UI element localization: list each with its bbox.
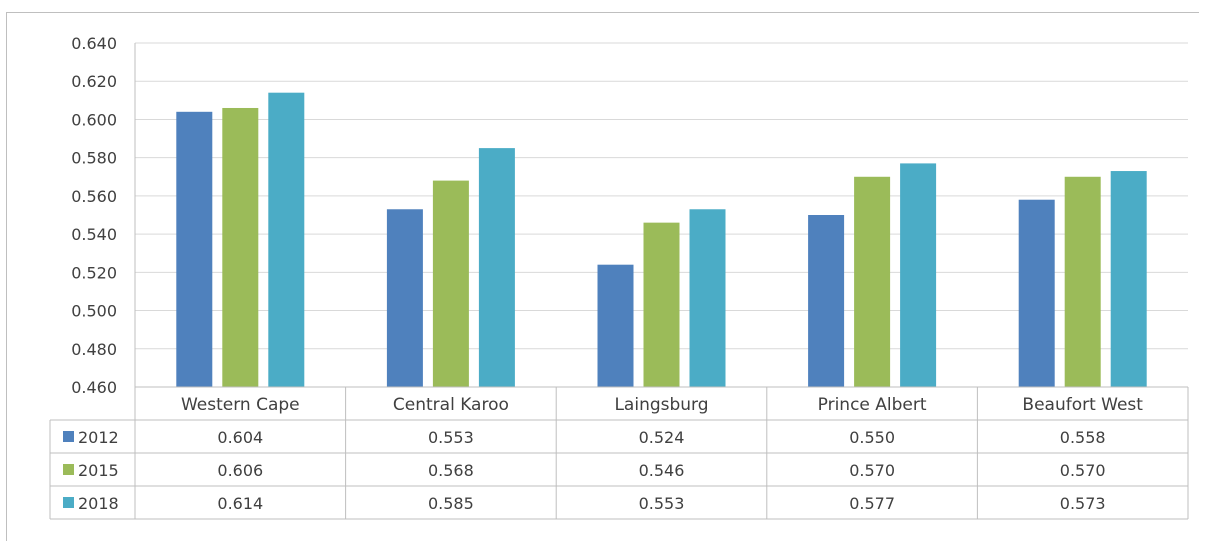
table-cell: 0.570 bbox=[849, 461, 895, 480]
bar-2015-4 bbox=[1064, 176, 1101, 387]
bar-2018-4 bbox=[1110, 171, 1147, 387]
table-cell: 0.524 bbox=[639, 428, 685, 447]
bar-2018-2 bbox=[689, 209, 726, 387]
table-cell: 0.570 bbox=[1060, 461, 1106, 480]
bar-2018-0 bbox=[268, 92, 305, 387]
table-cell: 0.553 bbox=[428, 428, 474, 447]
table-cell: 0.568 bbox=[428, 461, 474, 480]
table-cell: 0.546 bbox=[639, 461, 685, 480]
y-tick-label: 0.500 bbox=[71, 302, 117, 321]
table-cell: 0.585 bbox=[428, 494, 474, 513]
y-tick-label: 0.520 bbox=[71, 263, 117, 282]
legend-label: 2015 bbox=[78, 461, 119, 480]
bar-2015-3 bbox=[854, 176, 891, 387]
bar-2018-1 bbox=[478, 148, 515, 387]
legend-key-2012 bbox=[63, 431, 74, 442]
table-cell: 0.606 bbox=[217, 461, 263, 480]
category-label: Western Cape bbox=[181, 395, 300, 415]
bar-2012-3 bbox=[808, 215, 845, 387]
table-cell: 0.558 bbox=[1060, 428, 1106, 447]
category-label: Beaufort West bbox=[1022, 395, 1143, 415]
category-label: Laingsburg bbox=[614, 395, 708, 415]
category-label: Central Karoo bbox=[393, 395, 509, 415]
y-tick-label: 0.640 bbox=[71, 34, 117, 53]
table-cell: 0.553 bbox=[639, 494, 685, 513]
bar-2012-0 bbox=[176, 111, 213, 388]
chart-frame bbox=[6, 12, 1199, 541]
bar-2015-0 bbox=[222, 107, 259, 387]
y-tick-label: 0.620 bbox=[71, 72, 117, 91]
table-cell: 0.550 bbox=[849, 428, 895, 447]
legend-key-2018 bbox=[63, 497, 74, 508]
bar-2012-2 bbox=[597, 264, 634, 387]
bar-2012-4 bbox=[1018, 199, 1055, 387]
table-cell: 0.573 bbox=[1060, 494, 1106, 513]
y-tick-label: 0.480 bbox=[71, 340, 117, 359]
table-cell: 0.614 bbox=[217, 494, 263, 513]
category-label: Prince Albert bbox=[818, 395, 927, 415]
y-tick-label: 0.540 bbox=[71, 225, 117, 244]
bar-2012-1 bbox=[386, 209, 423, 387]
table-cell: 0.577 bbox=[849, 494, 895, 513]
legend-label: 2012 bbox=[78, 428, 119, 447]
y-tick-label: 0.580 bbox=[71, 149, 117, 168]
table-cell: 0.604 bbox=[217, 428, 263, 447]
bar-2015-2 bbox=[643, 222, 680, 387]
y-tick-label: 0.460 bbox=[71, 378, 117, 397]
bar-2015-1 bbox=[432, 180, 469, 387]
legend-key-2015 bbox=[63, 464, 74, 475]
bar-2018-3 bbox=[900, 163, 937, 387]
y-tick-label: 0.560 bbox=[71, 187, 117, 206]
legend-label: 2018 bbox=[78, 494, 119, 513]
y-tick-label: 0.600 bbox=[71, 110, 117, 129]
